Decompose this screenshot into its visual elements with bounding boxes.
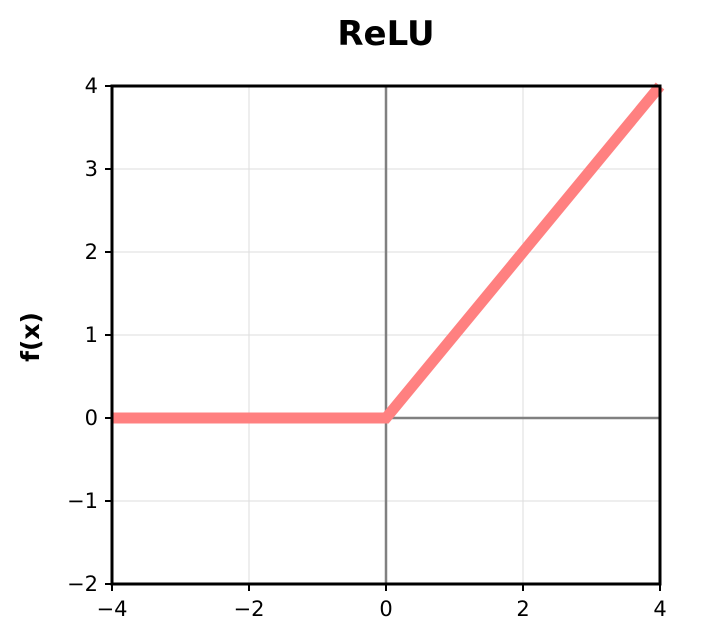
x-tick-label-0: −4: [97, 597, 128, 621]
x-tick-label-2: 0: [379, 597, 392, 621]
series-layer: [112, 82, 665, 424]
y-tick-label-6: 4: [85, 74, 98, 98]
x-tick-label-3: 2: [516, 597, 529, 621]
y-tick-label-3: 1: [85, 323, 98, 347]
x-tick-label-4: 4: [653, 597, 666, 621]
chart-title: ReLU: [337, 14, 434, 54]
y-tick-label-0: −2: [67, 572, 98, 596]
y-tick-label-4: 2: [85, 240, 98, 264]
y-axis-title: f(x): [16, 312, 45, 362]
y-tick-label-2: 0: [85, 406, 98, 430]
y-tick-label-5: 3: [85, 157, 98, 181]
series-line-0: [112, 82, 665, 424]
y-tick-label-1: −1: [67, 489, 98, 513]
x-tick-label-1: −2: [234, 597, 265, 621]
